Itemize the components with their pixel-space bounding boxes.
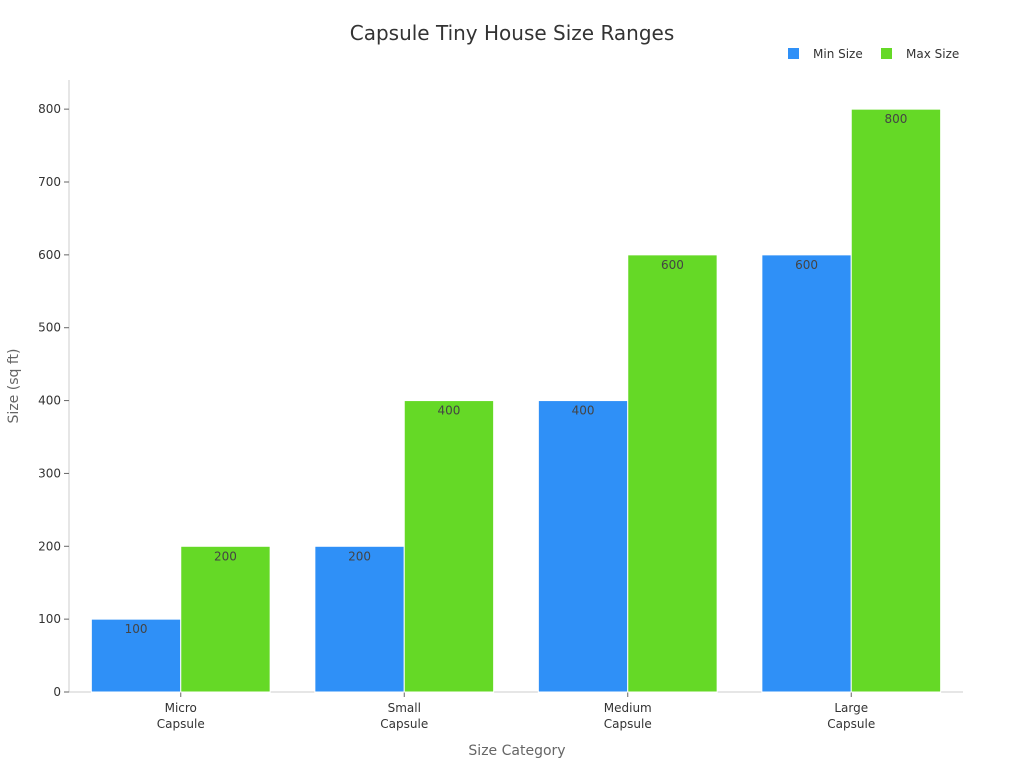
bar-min-size <box>90 618 182 693</box>
legend-label: Max Size <box>906 47 959 61</box>
bar-min-size <box>537 400 629 693</box>
y-tick-label: 800 <box>38 102 61 116</box>
x-tick-label-line: Capsule <box>157 717 205 731</box>
y-axis: 0 100 200 300 400 500 600 700 800 <box>38 80 70 699</box>
data-label: 200 <box>214 549 237 563</box>
x-tick-label-line: Large <box>834 701 868 715</box>
legend: Min Size Max Size <box>788 47 959 61</box>
x-axis-title: Size Category <box>468 743 565 759</box>
y-tick-label: 0 <box>53 685 61 699</box>
legend-label: Min Size <box>813 47 863 61</box>
x-tick-label: Medium Capsule <box>604 701 652 731</box>
chart-title: Capsule Tiny House Size Ranges <box>350 21 675 45</box>
y-tick-label: 100 <box>38 612 61 626</box>
x-tick-label: Large Capsule <box>827 701 875 731</box>
bar-min-size <box>761 254 852 693</box>
data-label: 600 <box>795 258 818 272</box>
x-tick-label: Small Capsule <box>380 701 428 731</box>
x-tick-label-line: Small <box>388 701 421 715</box>
y-tick-label: 700 <box>38 175 61 189</box>
y-tick-label: 300 <box>38 466 61 480</box>
y-tick-label: 500 <box>38 321 61 335</box>
data-labels: 100 200 200 400 400 600 600 800 <box>125 112 908 636</box>
data-label: 400 <box>437 404 460 418</box>
bar-max-size <box>627 254 718 693</box>
data-label: 800 <box>884 112 907 126</box>
data-label: 100 <box>125 622 148 636</box>
x-tick-label-line: Capsule <box>604 717 652 731</box>
x-tick-label-line: Capsule <box>827 717 875 731</box>
x-tick-label-line: Medium <box>604 701 652 715</box>
y-tick-label: 400 <box>38 394 61 408</box>
bar-min-size <box>314 545 405 693</box>
bars <box>90 108 942 693</box>
y-tick-label: 600 <box>38 248 61 262</box>
bar-max-size <box>850 108 942 693</box>
legend-swatch <box>788 48 799 59</box>
data-label: 400 <box>572 404 595 418</box>
legend-swatch <box>881 48 892 59</box>
bar-max-size <box>180 545 271 693</box>
x-tick-label-line: Capsule <box>380 717 428 731</box>
y-axis-title: Size (sq ft) <box>6 349 22 424</box>
x-tick-label: Micro Capsule <box>157 701 205 731</box>
y-tick-label: 200 <box>38 539 61 553</box>
data-label: 600 <box>661 258 684 272</box>
bar-max-size <box>403 400 495 693</box>
x-tick-label-line: Micro <box>165 701 197 715</box>
data-label: 200 <box>348 549 371 563</box>
